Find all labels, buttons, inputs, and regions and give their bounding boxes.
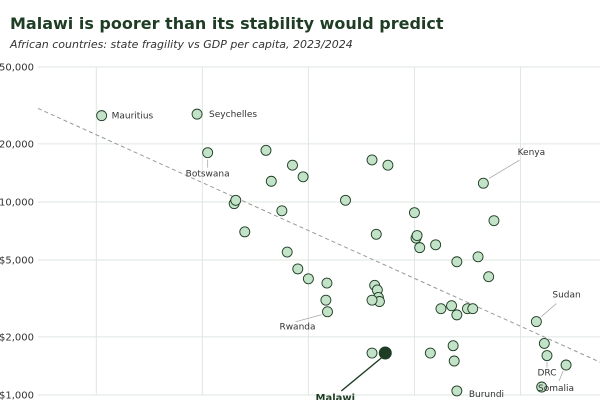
y-tick-label: $50,000 [0, 63, 34, 74]
scatter-point [451, 256, 463, 268]
scatter-point [477, 177, 489, 189]
scatter-point [230, 194, 242, 206]
scatter-point [366, 294, 378, 306]
y-tick-label: $1,000 [0, 391, 34, 400]
point-label: Malawi [316, 393, 356, 400]
scatter-point [424, 347, 436, 359]
scatter-point [446, 300, 457, 312]
chart-subtitle: African countries: state fragility vs GD… [10, 38, 353, 51]
y-tick-label: $2,000 [0, 332, 34, 343]
scatter-point [239, 226, 251, 238]
y-tick-label: $10,000 [0, 197, 34, 208]
scatter-point [191, 108, 203, 120]
scatter-point [530, 316, 542, 328]
point-label: Botswana [186, 170, 230, 180]
scatter-point [467, 303, 479, 315]
y-tick-label: $20,000 [0, 139, 34, 150]
scatter-point [297, 171, 309, 183]
scatter-point [322, 306, 333, 318]
scatter-point [560, 359, 572, 371]
leader-line [489, 159, 520, 179]
data-points [96, 108, 572, 397]
scatter-point [96, 110, 108, 122]
scatter-point [370, 228, 382, 240]
leader-line [558, 370, 564, 382]
scatter-point [366, 154, 378, 166]
point-label: Kenya [518, 148, 546, 158]
scatter-point [411, 230, 423, 241]
scatter-point [408, 207, 420, 219]
scatter-point [321, 277, 333, 289]
scatter-point [366, 347, 378, 359]
y-tick-label: $5,000 [0, 256, 34, 267]
scatter-point [538, 337, 550, 349]
y-axis-ticks: $1,000 $2,000 $5,000 $10,000 $20,000 $50,000 [0, 63, 34, 400]
highlight-point [378, 346, 392, 360]
scatter-point [292, 263, 304, 275]
scatter-point [451, 385, 463, 397]
scatter-point [430, 239, 442, 251]
scatter-point [488, 215, 500, 227]
label-leader-lines [207, 159, 564, 392]
point-labels: Mauritius Seychelles Botswana Kenya Rwanda Su… [112, 110, 581, 400]
trend-line-path [37, 107, 600, 363]
point-label: Mauritius [112, 112, 154, 122]
scatter-point [448, 355, 460, 367]
scatter-point [447, 340, 459, 352]
scatter-point [265, 175, 277, 187]
scatter-point [472, 251, 484, 263]
scatter-point [382, 159, 394, 171]
leader-line [295, 314, 322, 323]
leader-line [340, 357, 382, 392]
leader-line [541, 303, 557, 317]
chart-title: Malawi is poorer than its stability woul… [10, 14, 444, 33]
point-label: DRC [537, 369, 556, 379]
trend-line [37, 107, 600, 363]
scatter-point [541, 350, 553, 362]
scatter-point [320, 294, 332, 306]
point-label: Somalia [538, 384, 574, 394]
scatter-point [451, 309, 463, 321]
scatter-point [276, 205, 288, 217]
scatter-point [281, 246, 293, 258]
scatter-point [435, 303, 447, 315]
point-label: Sudan [552, 291, 580, 301]
scatter-point [483, 271, 495, 283]
point-label: Burundi [469, 390, 504, 400]
scatter-point [536, 381, 548, 393]
scatter-point [414, 242, 426, 254]
scatter-point [287, 159, 298, 171]
scatter-point [260, 144, 272, 156]
scatter-point [202, 147, 214, 159]
point-label: Seychelles [209, 110, 257, 120]
scatter-point [302, 273, 314, 285]
scatter-point [340, 194, 351, 206]
point-label: Rwanda [279, 323, 315, 333]
